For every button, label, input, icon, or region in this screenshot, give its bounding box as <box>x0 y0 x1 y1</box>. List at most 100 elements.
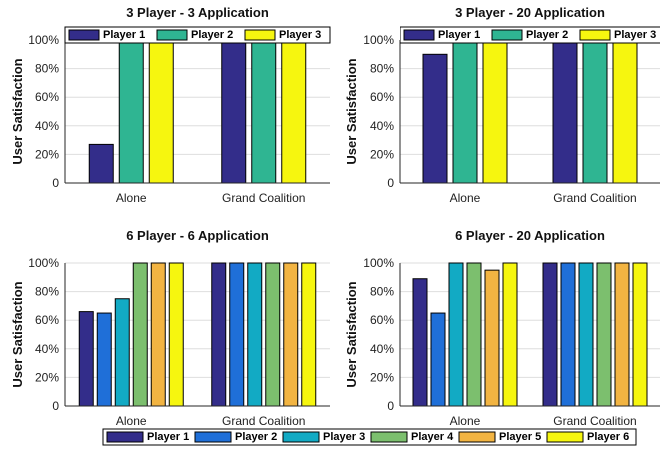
y-tick-label: 20% <box>35 370 59 384</box>
legend-label: Player 1 <box>103 29 145 41</box>
legend-3: Player 1 Player 2 Player 3 Player 4 Player 5… <box>102 428 637 446</box>
legend-label: Player 1 <box>147 431 189 443</box>
legend-box <box>102 428 637 446</box>
bar-player-4 <box>132 262 148 407</box>
legend-label: Player 6 <box>587 431 629 443</box>
y-tick-label: 40% <box>370 342 394 356</box>
y-tick-label: 80% <box>370 62 394 76</box>
legend-swatch <box>194 431 232 443</box>
bar-player-3 <box>281 39 307 184</box>
y-tick-label: 100% <box>363 256 394 270</box>
bar-player-3 <box>114 298 130 407</box>
y-axis-label: User Satisfaction <box>10 281 25 387</box>
bar-player-3 <box>448 262 464 407</box>
legend-label: Player 3 <box>279 29 321 41</box>
legend-swatch <box>458 431 496 443</box>
bar-player-6 <box>168 262 184 407</box>
bar-player-5 <box>283 262 299 407</box>
y-tick-label: 20% <box>370 370 394 384</box>
bar-player-3 <box>247 262 263 407</box>
y-axis-label: User Satisfaction <box>10 58 25 164</box>
chart-title: 3 Player - 3 Application <box>126 5 269 20</box>
legend-label: Player 4 <box>411 431 454 443</box>
legend-swatch <box>491 29 523 41</box>
legend-swatch <box>546 431 584 443</box>
legend-swatch <box>370 431 408 443</box>
bar-player-1 <box>552 39 578 184</box>
legend-swatch <box>579 29 611 41</box>
bar-player-5 <box>484 269 500 407</box>
y-tick-label: 0 <box>52 176 59 190</box>
y-axis-label: User Satisfaction <box>344 58 359 164</box>
bar-player-3 <box>148 39 174 184</box>
bar-player-1 <box>88 143 114 184</box>
legend-swatch <box>403 29 435 41</box>
legend-label: Player 3 <box>323 431 365 443</box>
y-tick-label: 60% <box>35 90 59 104</box>
y-tick-label: 100% <box>28 256 59 270</box>
y-tick-label: 40% <box>370 119 394 133</box>
bar-player-2 <box>96 312 112 407</box>
y-axis-label: User Satisfaction <box>344 281 359 387</box>
chart-panel-1: 0 20% 40% 60% 80% 100% Alone Grand Coalition 3 P… <box>10 5 330 205</box>
bar-player-2 <box>452 39 478 184</box>
y-tick-label: 80% <box>35 62 59 76</box>
bar-player-2 <box>118 39 144 184</box>
legend-label: Player 3 <box>614 29 656 41</box>
legend-swatch <box>282 431 320 443</box>
chart-title: 6 Player - 20 Application <box>455 228 605 243</box>
legend-label: Player 2 <box>526 29 568 41</box>
x-tick-label: Grand Coalition <box>222 191 305 205</box>
legend-swatch <box>244 29 276 41</box>
y-tick-label: 0 <box>387 399 394 413</box>
chart-panel-4: 0 20% 40% 60% 80% 100% Alone Grand Coalition 6 P… <box>344 228 660 428</box>
y-tick-label: 20% <box>35 147 59 161</box>
x-tick-label: Alone <box>116 191 147 205</box>
bar-player-2 <box>560 262 576 407</box>
x-tick-label: Alone <box>450 414 481 428</box>
x-tick-label: Alone <box>450 191 481 205</box>
bar-player-1 <box>78 311 94 407</box>
bar-player-3 <box>482 39 508 184</box>
x-tick-label: Grand Coalition <box>553 414 636 428</box>
legend-label: Player 2 <box>191 29 233 41</box>
legend-2: Player 1 Player 2 Player 3 <box>400 26 660 44</box>
bar-player-1 <box>542 262 558 407</box>
x-tick-label: Grand Coalition <box>553 191 636 205</box>
bar-player-3 <box>612 39 638 184</box>
chart-panel-2: 0 20% 40% 60% 80% 100% Alone Grand Coalition 3 P… <box>344 5 660 205</box>
y-tick-label: 60% <box>370 90 394 104</box>
bar-player-5 <box>614 262 630 407</box>
chart-title: 3 Player - 20 Application <box>455 5 605 20</box>
y-tick-label: 0 <box>52 399 59 413</box>
bar-player-4 <box>265 262 281 407</box>
legend-swatch <box>106 431 144 443</box>
bar-player-6 <box>502 262 518 407</box>
legend-1: Player 1 Player 2 Player 3 <box>64 26 331 44</box>
bar-player-6 <box>632 262 648 407</box>
bar-player-1 <box>221 39 247 184</box>
bar-player-2 <box>251 39 277 184</box>
y-tick-label: 40% <box>35 119 59 133</box>
legend-label: Player 5 <box>499 431 541 443</box>
x-tick-label: Alone <box>116 414 147 428</box>
legend-swatch <box>68 29 100 41</box>
bar-player-2 <box>582 39 608 184</box>
y-tick-label: 60% <box>35 313 59 327</box>
bar-player-1 <box>412 278 428 407</box>
legend-label: Player 2 <box>235 431 277 443</box>
y-tick-label: 40% <box>35 342 59 356</box>
legend-label: Player 1 <box>438 29 480 41</box>
bar-player-1 <box>422 53 448 184</box>
chart-panel-3: 0 20% 40% 60% 80% 100% Alone Grand Coalition 6 P… <box>10 228 330 428</box>
y-tick-label: 0 <box>387 176 394 190</box>
chart-title: 6 Player - 6 Application <box>126 228 269 243</box>
bar-player-2 <box>229 262 245 407</box>
x-tick-label: Grand Coalition <box>222 414 305 428</box>
bar-player-4 <box>466 262 482 407</box>
y-tick-label: 100% <box>28 33 59 47</box>
bar-player-3 <box>578 262 594 407</box>
y-tick-label: 80% <box>370 285 394 299</box>
bar-player-4 <box>596 262 612 407</box>
